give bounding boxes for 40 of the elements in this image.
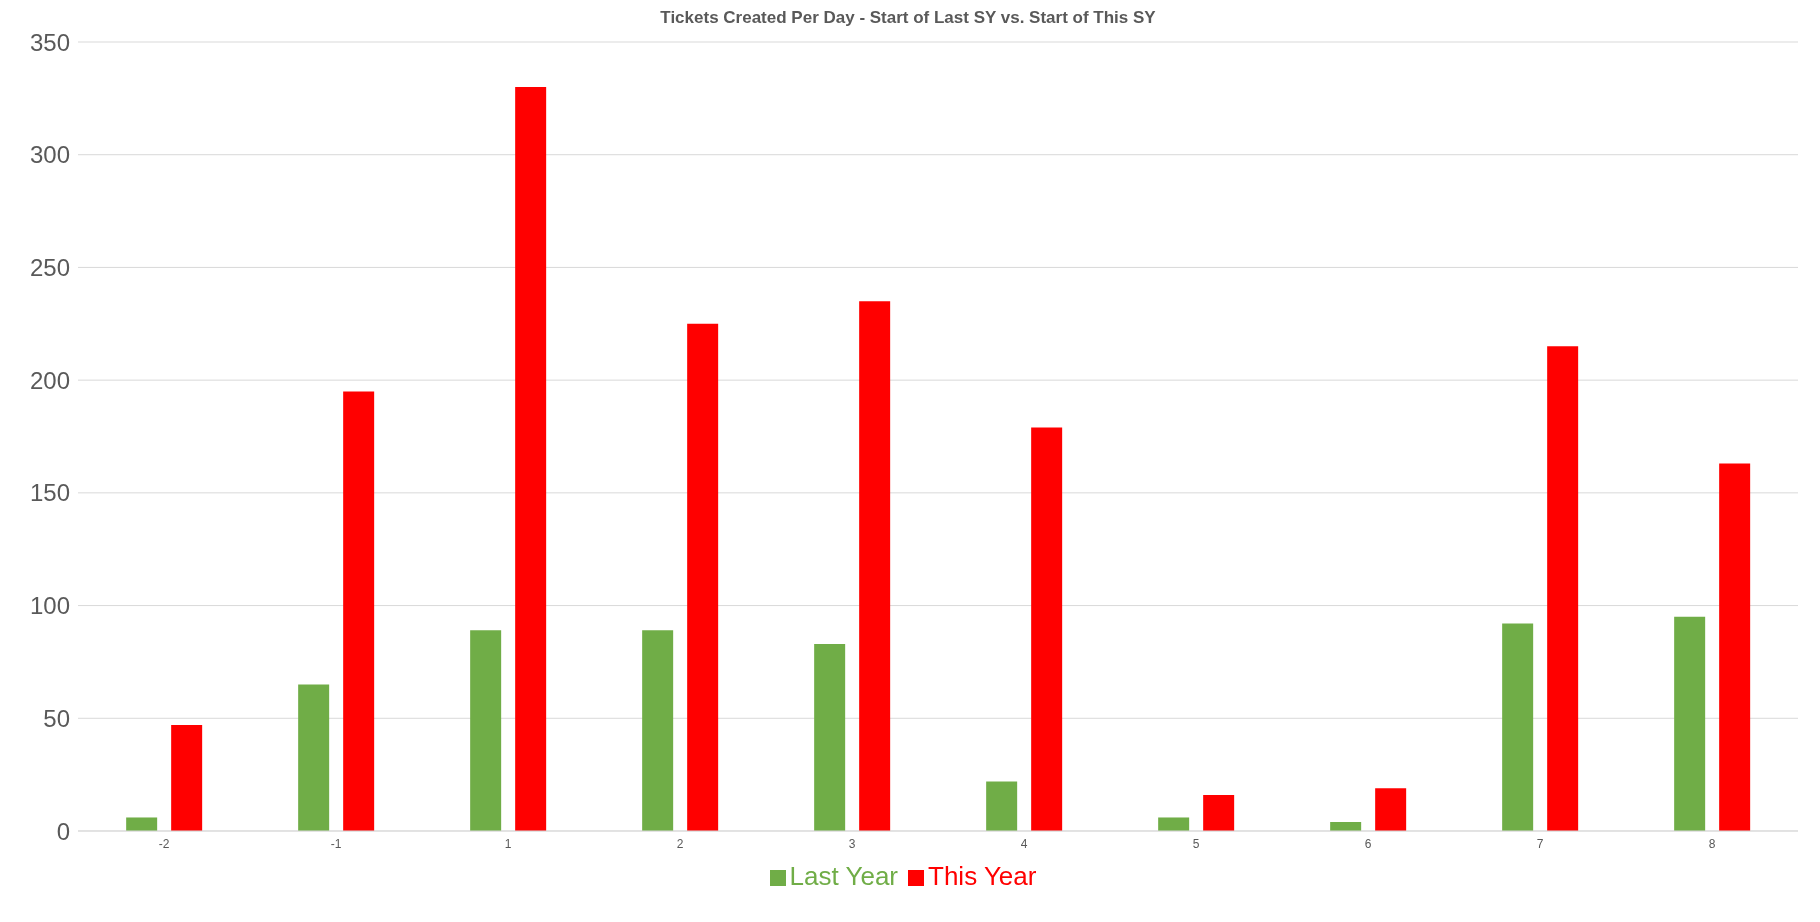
y-tick-label: 200: [29, 366, 70, 394]
x-tick-label: 5: [1192, 836, 1200, 851]
y-tick-label: 0: [56, 817, 70, 845]
bar: [126, 817, 158, 831]
x-tick-label: 8: [1708, 836, 1716, 851]
y-tick-label: 350: [29, 28, 70, 56]
bar: [859, 301, 891, 831]
y-tick-label: 150: [29, 479, 70, 507]
bar: [986, 781, 1018, 831]
x-tick-label: 2: [676, 836, 684, 851]
x-tick-label: -2: [158, 836, 170, 851]
bar: [515, 87, 547, 831]
bar: [470, 630, 502, 831]
y-tick-label: 100: [29, 592, 70, 620]
chart-title: Tickets Created Per Day - Start of Last SY vs. Start of This SY: [660, 8, 1156, 27]
bar: [1031, 427, 1063, 831]
x-tick-label: 6: [1364, 836, 1372, 851]
bar: [171, 725, 203, 831]
bar: [1158, 817, 1190, 831]
y-tick-label: 300: [29, 141, 70, 169]
bar: [1719, 463, 1751, 831]
bar: [343, 391, 375, 831]
bar: [1674, 616, 1706, 831]
legend-label: This Year: [928, 861, 1037, 891]
bar: [1502, 623, 1534, 831]
x-tick-label: 4: [1020, 836, 1028, 851]
bar: [1547, 346, 1579, 831]
x-tick-label: 3: [848, 836, 856, 851]
bar: [814, 643, 846, 831]
x-tick-label: 7: [1536, 836, 1544, 851]
bar: [642, 630, 674, 831]
bar: [1203, 794, 1235, 831]
y-tick-label: 50: [43, 704, 70, 732]
x-tick-label: -1: [330, 836, 342, 851]
y-tick-label: 250: [29, 253, 70, 281]
bar: [298, 684, 330, 831]
x-tick-label: 1: [504, 836, 512, 851]
bar: [687, 323, 719, 831]
legend-label: Last Year: [789, 861, 899, 891]
bar: [1375, 788, 1407, 831]
